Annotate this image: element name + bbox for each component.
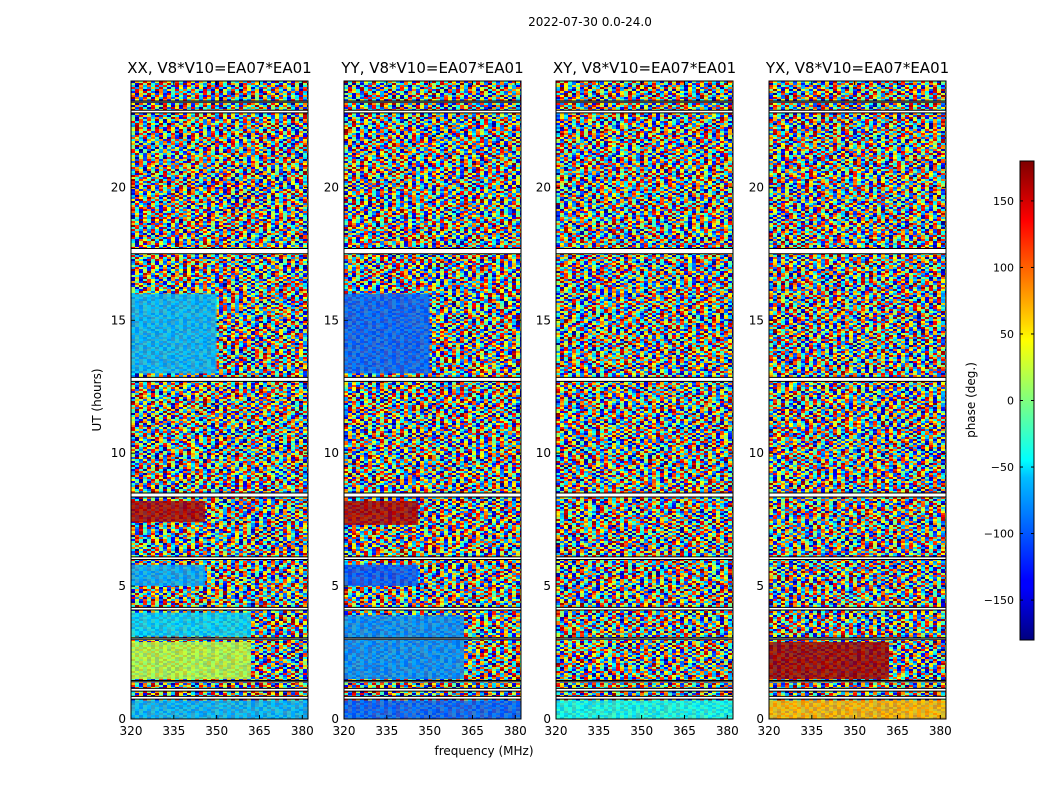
data-gap bbox=[769, 248, 946, 253]
panel-title: YX, V8*V10=EA07*EA01 bbox=[765, 59, 949, 77]
data-gap bbox=[131, 377, 308, 381]
x-tick-label: 365 bbox=[248, 724, 271, 738]
x-tick-label: 380 bbox=[504, 724, 527, 738]
colorbar-tick-label: −150 bbox=[984, 594, 1014, 607]
coherent-segment bbox=[344, 565, 418, 586]
x-tick-label: 320 bbox=[758, 724, 781, 738]
colorbar-tick-label: −100 bbox=[984, 528, 1014, 541]
coherent-segment bbox=[131, 501, 205, 522]
coherent-segment bbox=[131, 294, 217, 374]
panel-heatmap bbox=[344, 81, 524, 719]
x-tick-label: 350 bbox=[205, 724, 228, 738]
x-axis-label: frequency (MHz) bbox=[434, 744, 533, 758]
y-tick-label: 15 bbox=[536, 313, 551, 327]
panel-heatmap bbox=[769, 81, 949, 719]
x-tick-label: 380 bbox=[929, 724, 952, 738]
colorbar-label: phase (deg.) bbox=[964, 362, 978, 438]
y-tick-label: 10 bbox=[749, 446, 764, 460]
x-tick-label: 335 bbox=[800, 724, 823, 738]
data-gap bbox=[344, 248, 521, 253]
y-tick-label: 0 bbox=[756, 712, 764, 726]
coherent-segment bbox=[769, 700, 946, 719]
x-tick-label: 365 bbox=[461, 724, 484, 738]
x-tick-label: 365 bbox=[673, 724, 696, 738]
colorbar-tick-label: 50 bbox=[1000, 328, 1014, 341]
x-tick-label: 350 bbox=[843, 724, 866, 738]
data-gap bbox=[131, 493, 308, 497]
panel-title: YY, V8*V10=EA07*EA01 bbox=[340, 59, 523, 77]
panel-xy: XY, V8*V10=EA07*EA01 320 335 350 365 380 0 5 10 1… bbox=[536, 59, 739, 738]
y-tick-label: 10 bbox=[536, 446, 551, 460]
coherent-segment bbox=[131, 613, 251, 637]
y-tick-label: 15 bbox=[324, 313, 339, 327]
panel-heatmap bbox=[556, 81, 736, 719]
x-tick-label: 350 bbox=[630, 724, 653, 738]
data-gap bbox=[131, 248, 308, 253]
x-tick-label: 335 bbox=[162, 724, 185, 738]
data-gap bbox=[344, 377, 521, 381]
colorbar-tick-label: 0 bbox=[1007, 395, 1014, 408]
coherent-segment bbox=[131, 700, 308, 719]
data-gap bbox=[344, 493, 521, 497]
x-tick-label: 335 bbox=[587, 724, 610, 738]
y-tick-label: 10 bbox=[111, 446, 126, 460]
coherent-segment bbox=[769, 642, 889, 679]
x-tick-label: 320 bbox=[120, 724, 143, 738]
data-gap bbox=[556, 377, 733, 381]
x-tick-label: 365 bbox=[886, 724, 909, 738]
x-tick-label: 380 bbox=[291, 724, 314, 738]
panel-yy: YY, V8*V10=EA07*EA01 320 335 350 365 380 0 5 10 1… bbox=[324, 59, 527, 738]
coherent-segment bbox=[344, 700, 521, 719]
x-tick-label: 380 bbox=[716, 724, 739, 738]
panel-yx: YX, V8*V10=EA07*EA01 320 335 350 365 380 0 5 10 1… bbox=[749, 59, 952, 738]
coherent-segment bbox=[344, 501, 418, 525]
x-tick-label: 335 bbox=[375, 724, 398, 738]
coherent-segment bbox=[344, 615, 464, 679]
y-tick-label: 0 bbox=[118, 712, 126, 726]
coherent-segment bbox=[344, 294, 430, 374]
y-tick-label: 5 bbox=[756, 579, 764, 593]
colorbar: −150 −100 −50 0 50 100 150 phase (deg.) bbox=[964, 161, 1034, 640]
x-tick-label: 350 bbox=[418, 724, 441, 738]
y-tick-label: 5 bbox=[543, 579, 551, 593]
coherent-segment bbox=[131, 642, 251, 679]
y-tick-label: 10 bbox=[324, 446, 339, 460]
panel-heatmap bbox=[131, 81, 311, 719]
data-gap bbox=[769, 377, 946, 381]
panel-title: XX, V8*V10=EA07*EA01 bbox=[127, 59, 311, 77]
panel-title: XY, V8*V10=EA07*EA01 bbox=[553, 59, 736, 77]
panel-xx: XX, V8*V10=EA07*EA01 320 335 350 365 380 0 5 10 1… bbox=[111, 59, 314, 738]
figure-suptitle: 2022-07-30 0.0-24.0 bbox=[528, 15, 652, 29]
data-gap bbox=[769, 493, 946, 497]
y-tick-label: 5 bbox=[118, 579, 126, 593]
coherent-segment bbox=[556, 700, 733, 719]
y-tick-label: 15 bbox=[749, 313, 764, 327]
x-tick-label: 320 bbox=[333, 724, 356, 738]
y-axis-label: UT (hours) bbox=[90, 368, 104, 431]
colorbar-tick-label: −50 bbox=[991, 461, 1014, 474]
y-tick-label: 0 bbox=[543, 712, 551, 726]
y-tick-label: 20 bbox=[111, 180, 126, 194]
y-tick-label: 20 bbox=[749, 180, 764, 194]
data-gap bbox=[556, 248, 733, 253]
colorbar-tick-label: 150 bbox=[993, 195, 1014, 208]
y-tick-label: 20 bbox=[536, 180, 551, 194]
y-tick-label: 0 bbox=[331, 712, 339, 726]
coherent-segment bbox=[131, 565, 205, 586]
colorbar-tick-label: 100 bbox=[993, 261, 1014, 274]
y-tick-label: 5 bbox=[331, 579, 339, 593]
data-gap bbox=[556, 493, 733, 497]
x-tick-label: 320 bbox=[545, 724, 568, 738]
y-tick-label: 20 bbox=[324, 180, 339, 194]
y-tick-label: 15 bbox=[111, 313, 126, 327]
panels-group: XX, V8*V10=EA07*EA01 320 335 350 365 380 0 5 10 1… bbox=[111, 59, 952, 738]
